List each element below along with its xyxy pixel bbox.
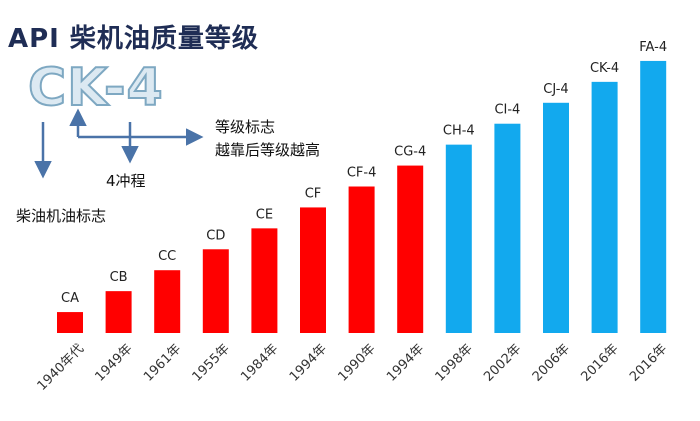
data-label-3: CD — [206, 228, 225, 243]
bar-3 — [202, 249, 229, 333]
category-label-9: 2002年 — [481, 341, 524, 384]
bar-11 — [591, 81, 618, 333]
data-label-10: CJ-4 — [543, 82, 568, 97]
data-label-7: CG-4 — [394, 145, 426, 160]
page-title: API 柴机油质量等级 — [8, 24, 259, 54]
data-label-6: CF-4 — [347, 166, 377, 181]
bar-0 — [57, 312, 83, 333]
diesel-mark-label: 柴油机油标志 — [16, 207, 107, 225]
bar-6 — [348, 186, 375, 333]
category-label-3: 1955年 — [190, 341, 233, 384]
category-label-0: 1940年代 — [35, 341, 87, 393]
bar-10 — [543, 102, 569, 334]
data-label-1: CB — [110, 270, 128, 285]
category-label-12: 2016年 — [627, 341, 670, 384]
category-label-10: 2006年 — [530, 341, 573, 384]
bar-7 — [397, 165, 424, 333]
category-label-8: 1998年 — [433, 341, 476, 384]
bar-12 — [640, 60, 667, 334]
bar-1 — [105, 291, 132, 333]
data-label-4: CE — [256, 207, 273, 222]
category-label-2: 1961年 — [141, 341, 184, 384]
grade-mark-label: 等级标志 — [215, 118, 276, 136]
code-example: CK-4 — [27, 57, 164, 119]
data-label-0: CA — [61, 291, 79, 306]
bar-9 — [494, 123, 521, 333]
category-label-11: 2016年 — [578, 341, 621, 384]
bar-2 — [154, 270, 181, 333]
stroke-label: 4冲程 — [106, 172, 146, 190]
category-label-7: 1994年 — [384, 341, 427, 384]
category-label-5: 1994年 — [287, 341, 330, 384]
category-label-1: 1949年 — [92, 341, 135, 384]
data-label-8: CH-4 — [443, 124, 475, 139]
bar-4 — [251, 228, 278, 333]
bar-5 — [300, 207, 326, 333]
bar-8 — [445, 144, 472, 333]
data-label-11: CK-4 — [590, 61, 619, 76]
category-label-4: 1984年 — [238, 341, 281, 384]
data-label-9: CI-4 — [494, 103, 520, 118]
data-label-2: CC — [158, 249, 176, 264]
category-label-6: 1990年 — [335, 341, 378, 384]
data-label-12: FA-4 — [639, 40, 667, 55]
data-label-5: CF — [305, 186, 322, 201]
grade-note-label: 越靠后等级越高 — [215, 141, 321, 159]
